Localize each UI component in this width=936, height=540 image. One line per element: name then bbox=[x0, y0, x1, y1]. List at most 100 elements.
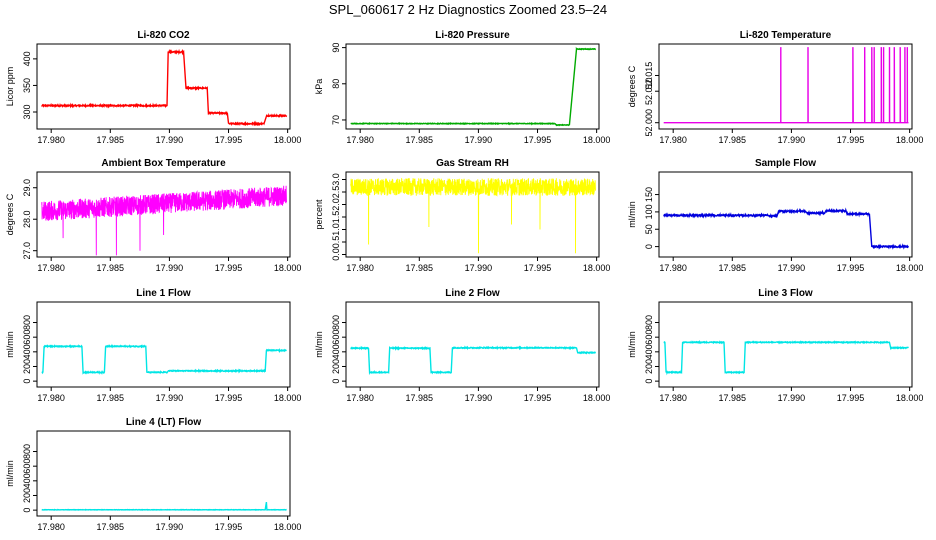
x-tick-label: 17.995 bbox=[215, 393, 243, 403]
y-tick-label: 52.010 bbox=[644, 77, 654, 105]
y-tick-label: 400 bbox=[22, 473, 32, 488]
x-tick-label: 17.990 bbox=[465, 263, 493, 273]
series-line bbox=[350, 177, 596, 254]
panel-9: Line 3 Flow 17.980 17.985 17.990 17.995 18.00… bbox=[627, 288, 923, 403]
plot-frame bbox=[345, 43, 600, 130]
series-line bbox=[663, 207, 909, 250]
x-tick-label: 17.990 bbox=[465, 393, 493, 403]
y-tick-label: 0 bbox=[644, 379, 654, 384]
x-tick-label: 18.000 bbox=[274, 522, 302, 532]
y-tick-label: 800 bbox=[22, 444, 32, 459]
y-tick-label: 0.5 bbox=[331, 236, 341, 249]
y-axis-label: kPa bbox=[314, 79, 324, 95]
y-axis-label: Licor ppm bbox=[5, 67, 15, 107]
y-tick-label: 1.0 bbox=[331, 223, 341, 236]
plot-frame bbox=[36, 301, 291, 388]
y-tick-label: 200 bbox=[331, 359, 341, 374]
y-tick-label: 400 bbox=[331, 344, 341, 359]
x-tick-label: 17.980 bbox=[37, 393, 65, 403]
x-tick-label: 18.000 bbox=[896, 263, 924, 273]
x-tick-label: 17.995 bbox=[215, 263, 243, 273]
x-tick-label: 17.985 bbox=[719, 263, 747, 273]
panel-title: Line 3 Flow bbox=[758, 288, 813, 299]
y-axis-label: degrees C bbox=[627, 65, 637, 107]
y-tick-label: 300 bbox=[22, 104, 32, 119]
plot-frame bbox=[345, 171, 600, 258]
x-tick-label: 17.980 bbox=[37, 522, 65, 532]
x-tick-label: 17.995 bbox=[837, 135, 865, 145]
plot-frame bbox=[658, 43, 913, 130]
x-tick-label: 18.000 bbox=[274, 135, 302, 145]
x-tick-label: 17.995 bbox=[524, 263, 552, 273]
x-tick-label: 17.980 bbox=[37, 135, 65, 145]
x-tick-label: 18.000 bbox=[274, 393, 302, 403]
y-axis-label: ml/min bbox=[5, 331, 15, 358]
plot-frame bbox=[36, 171, 291, 258]
y-tick-label: 400 bbox=[644, 344, 654, 359]
x-tick-label: 17.990 bbox=[156, 522, 184, 532]
plot-frame bbox=[36, 430, 291, 517]
x-tick-label: 17.995 bbox=[215, 135, 243, 145]
x-tick-label: 17.980 bbox=[659, 263, 687, 273]
y-tick-label: 200 bbox=[644, 359, 654, 374]
y-tick-label: 90 bbox=[331, 43, 341, 53]
x-tick-label: 17.985 bbox=[406, 135, 434, 145]
y-tick-label: 27.0 bbox=[22, 242, 32, 260]
x-tick-label: 17.980 bbox=[659, 393, 687, 403]
y-tick-label: 600 bbox=[331, 330, 341, 345]
y-tick-label: 400 bbox=[22, 51, 32, 66]
x-tick-label: 17.985 bbox=[719, 393, 747, 403]
y-tick-label: 50 bbox=[644, 224, 654, 234]
y-tick-label: 0 bbox=[22, 508, 32, 513]
y-tick-label: 2.0 bbox=[331, 198, 341, 211]
plot-frame bbox=[658, 171, 913, 258]
panel-title: Li-820 CO2 bbox=[137, 30, 190, 41]
y-axis-label: ml/min bbox=[627, 201, 637, 228]
panel-1: Li-820 CO2 17.980 17.985 17.990 17.995 18.000… bbox=[5, 30, 301, 145]
x-tick-label: 17.995 bbox=[524, 393, 552, 403]
y-tick-label: 52.015 bbox=[644, 62, 654, 90]
y-tick-label: 400 bbox=[22, 344, 32, 359]
x-tick-label: 18.000 bbox=[583, 263, 611, 273]
y-tick-label: 28.0 bbox=[22, 210, 32, 228]
y-tick-label: 600 bbox=[644, 330, 654, 345]
x-tick-label: 17.985 bbox=[97, 263, 125, 273]
panel-title: Li-820 Pressure bbox=[435, 30, 510, 41]
x-tick-label: 18.000 bbox=[896, 393, 924, 403]
y-tick-label: 100 bbox=[644, 204, 654, 219]
panel-title: Ambient Box Temperature bbox=[101, 158, 226, 169]
x-tick-label: 17.990 bbox=[156, 135, 184, 145]
x-tick-label: 17.985 bbox=[406, 263, 434, 273]
panel-3: Li-820 Temperature 17.980 17.985 17.990 17.9… bbox=[627, 30, 923, 145]
series-line bbox=[350, 345, 597, 376]
x-tick-label: 18.000 bbox=[274, 263, 302, 273]
y-tick-label: 1.5 bbox=[331, 211, 341, 224]
panel-title: Line 4 (LT) Flow bbox=[126, 417, 202, 428]
y-tick-label: 200 bbox=[22, 488, 32, 503]
x-tick-label: 17.980 bbox=[346, 263, 374, 273]
panel-6: Sample Flow 17.980 17.985 17.990 17.995 18.00… bbox=[627, 158, 923, 273]
panel-5: Gas Stream RH 17.980 17.985 17.990 17.995 18.… bbox=[314, 158, 610, 273]
y-tick-label: 80 bbox=[331, 79, 341, 89]
series-line bbox=[41, 501, 287, 511]
panel-7: Line 1 Flow 17.980 17.985 17.990 17.995 18.00… bbox=[5, 288, 301, 403]
figure-title: SPL_060617 2 Hz Diagnostics Zoomed 23.5–… bbox=[328, 2, 608, 17]
series-line bbox=[663, 339, 909, 376]
y-tick-label: 0 bbox=[22, 379, 32, 384]
x-tick-label: 17.985 bbox=[406, 393, 434, 403]
y-axis-label: ml/min bbox=[314, 331, 324, 358]
x-tick-label: 18.000 bbox=[896, 135, 924, 145]
x-tick-label: 17.980 bbox=[37, 263, 65, 273]
x-tick-label: 17.990 bbox=[778, 263, 806, 273]
y-axis-label: ml/min bbox=[627, 331, 637, 358]
x-tick-label: 17.985 bbox=[97, 522, 125, 532]
y-tick-label: 350 bbox=[22, 78, 32, 93]
panel-2: Li-820 Pressure 17.980 17.985 17.990 17.995 1… bbox=[314, 30, 610, 145]
series-line bbox=[41, 48, 288, 127]
x-tick-label: 17.990 bbox=[156, 393, 184, 403]
y-tick-label: 3.0 bbox=[331, 173, 341, 186]
y-axis-label: percent bbox=[314, 199, 324, 230]
x-tick-label: 18.000 bbox=[583, 393, 611, 403]
y-tick-label: 600 bbox=[22, 459, 32, 474]
